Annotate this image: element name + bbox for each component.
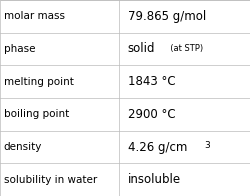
Text: density: density [4, 142, 42, 152]
Text: 4.26 g/cm: 4.26 g/cm [128, 141, 187, 153]
Text: 1843 °C: 1843 °C [128, 75, 175, 88]
Text: solubility in water: solubility in water [4, 175, 97, 185]
Text: 3: 3 [204, 141, 210, 150]
Text: molar mass: molar mass [4, 11, 65, 21]
Text: 79.865 g/mol: 79.865 g/mol [128, 10, 206, 23]
Text: boiling point: boiling point [4, 109, 69, 119]
Text: phase: phase [4, 44, 35, 54]
Text: solid: solid [128, 43, 155, 55]
Text: insoluble: insoluble [128, 173, 180, 186]
Text: 2900 °C: 2900 °C [128, 108, 175, 121]
Text: melting point: melting point [4, 77, 73, 87]
Text: (at STP): (at STP) [166, 44, 203, 54]
